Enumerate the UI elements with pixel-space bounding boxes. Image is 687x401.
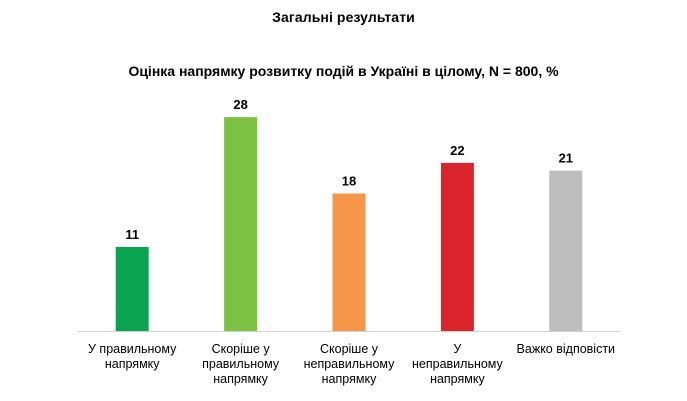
section-title: Загальні результати (272, 9, 415, 25)
value-label-5: 21 (559, 151, 573, 166)
bar-2 (224, 117, 258, 331)
chart-title: Оцінка напрямку розвитку подій в Україні… (128, 63, 559, 79)
category-label-5: Важко відповісти (517, 342, 616, 356)
value-label-4: 22 (450, 143, 464, 158)
bar-3 (332, 193, 366, 331)
value-label-1: 11 (125, 227, 139, 242)
category-label-3: Скоріше у неправильному напрямку (304, 342, 396, 386)
value-label-2: 28 (233, 97, 247, 112)
category-label-1: У правильному напрямку (88, 342, 177, 371)
value-label-3: 18 (342, 174, 356, 189)
bar-4 (440, 162, 474, 331)
bar-5 (549, 170, 583, 331)
category-label-2: Скоріше у правильному напрямку (202, 342, 280, 386)
bar-1 (115, 247, 149, 331)
